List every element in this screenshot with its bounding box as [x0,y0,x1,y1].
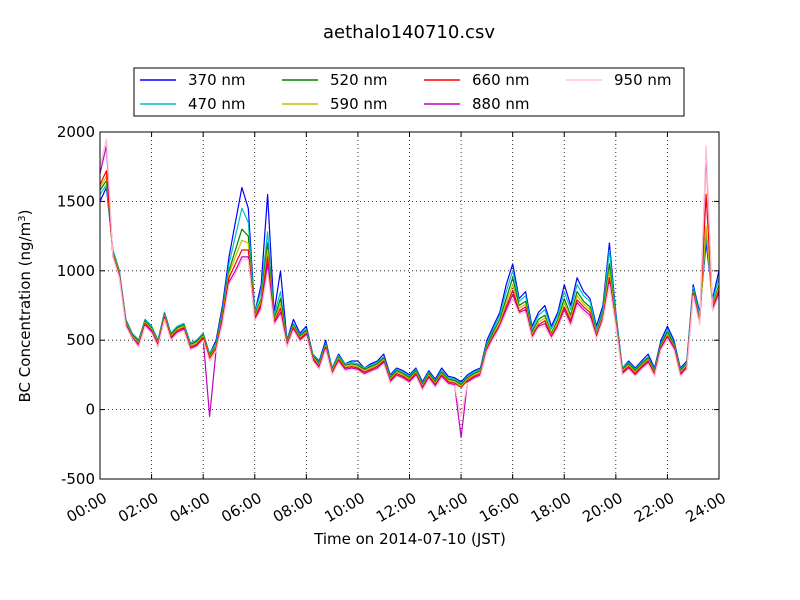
legend-label: 660 nm [472,71,530,89]
legend: 370 nm 470 nm 520 nm 590 nm 660 nm 880 nm 950 … [133,67,685,117]
series-line-590-nm [99,175,720,387]
x-tick-label: 20:00 [579,489,625,526]
y-axis-label-base: BC Concentration (ng/m [16,222,34,403]
y-axis: -500 0 500 1000 1500 2000 [57,123,719,488]
y-tick-label: -500 [61,470,95,488]
legend-label: 590 nm [330,95,388,113]
x-tick-label: 02:00 [115,489,161,526]
legend-label: 470 nm [188,95,246,113]
x-axis-label: Time on 2014-07-10 (JST) [313,530,506,548]
x-tick-label: 04:00 [167,489,213,526]
legend-box [133,67,685,117]
x-tick-label: 22:00 [631,489,677,526]
legend-label: 950 nm [614,71,672,89]
x-tick-label: 16:00 [476,489,522,526]
series-line-520-nm [99,180,720,386]
series-layer [99,138,720,438]
chart-title: aethalo140710.csv [323,22,495,43]
legend-label: 370 nm [188,71,246,89]
x-tick-label: 06:00 [218,489,264,526]
x-tick-label: 18:00 [528,489,574,526]
legend-label: 520 nm [330,71,388,89]
y-tick-label: 2000 [57,123,95,141]
y-tick-label: 1000 [57,262,95,280]
y-tick-label: 500 [66,331,95,349]
series-line-470-nm [99,184,720,384]
x-tick-label: 08:00 [270,489,316,526]
y-tick-label: 0 [85,401,95,419]
y-tick-label: 1500 [57,192,95,210]
series-line-950-nm [99,138,720,418]
x-tick-label: 14:00 [425,489,471,526]
series-line-660-nm [99,170,720,388]
grid [100,132,719,479]
x-tick-label: 00:00 [64,489,110,526]
series-line-880-nm [99,145,720,438]
y-axis-label: BC Concentration (ng/m3) [16,210,34,403]
x-tick-label: 12:00 [373,489,419,526]
x-axis: 00:00 02:00 04:00 06:00 08:00 10:00 12:00 14:00… [64,132,729,526]
y-axis-label-superscript: 3 [17,215,28,221]
legend-label: 880 nm [472,95,530,113]
y-axis-label-close: ) [16,210,34,216]
x-tick-label: 10:00 [321,489,367,526]
x-tick-label: 24:00 [683,489,729,526]
